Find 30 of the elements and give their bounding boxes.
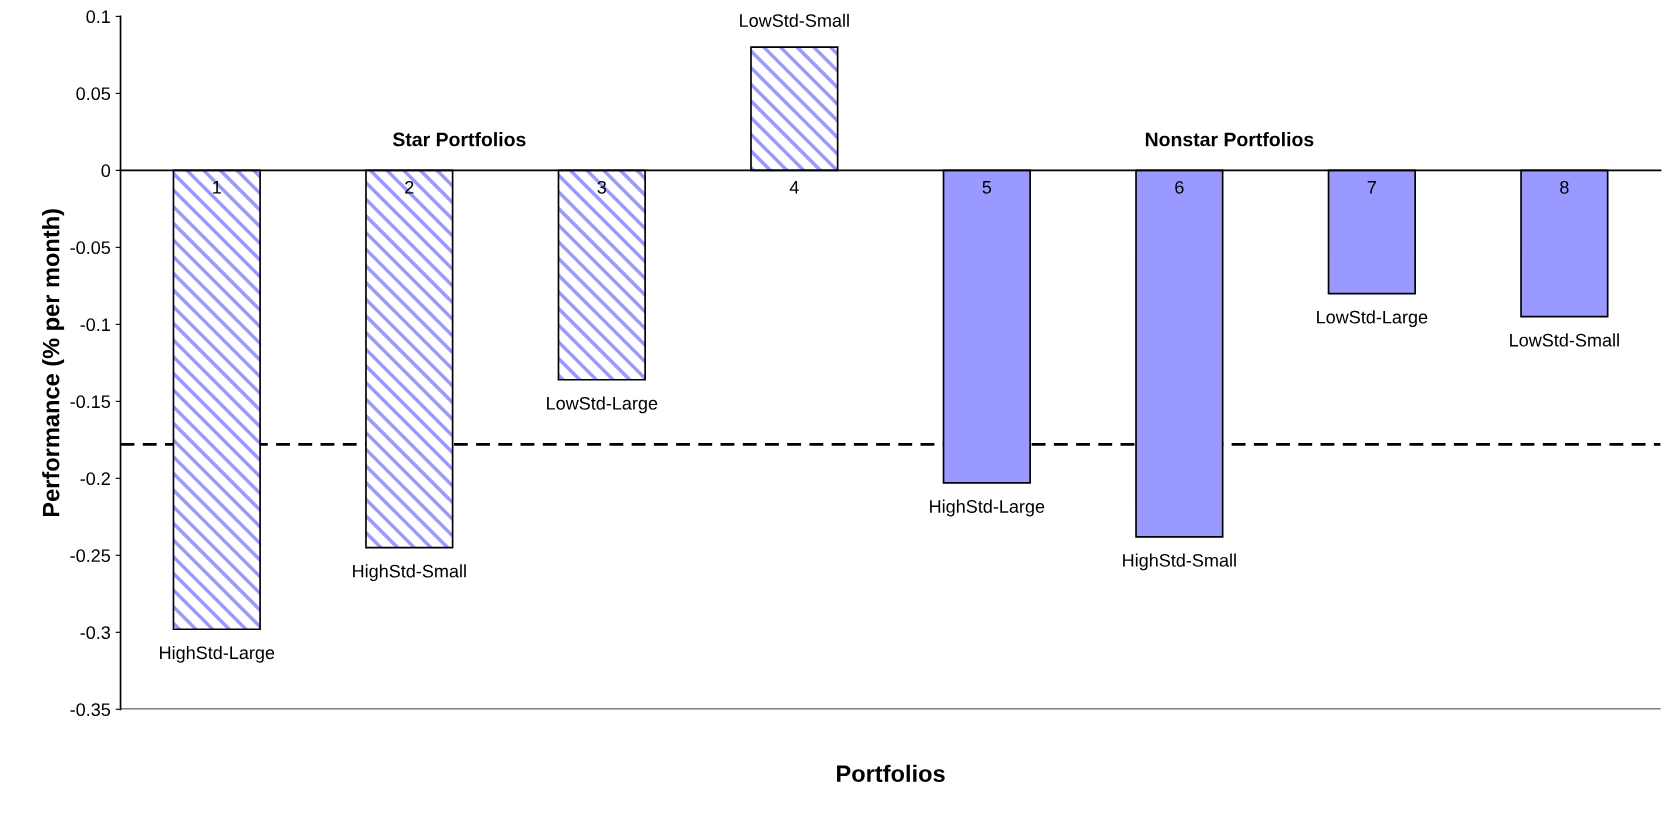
x-tick-label: 4	[789, 181, 799, 194]
x-tick-label: 1	[213, 181, 221, 194]
y-tick-label: -0.05	[70, 241, 111, 255]
annotation: HighStd-Small	[353, 564, 466, 582]
y-tick-label: -0.15	[70, 395, 111, 409]
x-tick-label: 6	[1175, 180, 1184, 194]
y-tick-label: 0.1	[86, 10, 110, 24]
annotation: HighStd-Large	[160, 645, 275, 663]
x-tick-label: 7	[1367, 181, 1376, 194]
annotation: Nonstar Portfolios	[1145, 132, 1314, 147]
x-tick-label: 2	[405, 180, 414, 194]
y-axis-title: Performance (% per month)	[42, 209, 65, 517]
x-tick-label: 8	[1560, 180, 1569, 194]
annotation: LowStd-Small	[1510, 333, 1619, 347]
x-axis-title: Portfolios	[837, 764, 945, 783]
y-tick-label: 0.05	[76, 87, 111, 101]
x-tick-label: 3	[597, 180, 607, 194]
annotation: LowStd-Large	[1317, 310, 1428, 328]
annotation: HighStd-Small	[1123, 553, 1236, 571]
y-tick-label: -0.1	[80, 318, 110, 332]
y-tick-label: -0.3	[80, 626, 111, 640]
y-tick-label: -0.25	[70, 549, 111, 563]
y-tick-label: -0.35	[70, 703, 111, 717]
x-tick-label: 5	[982, 181, 992, 194]
annotation: Star Portfolios	[392, 132, 526, 147]
annotation: HighStd-Large	[930, 499, 1045, 517]
annotation: LowStd-Small	[740, 13, 849, 27]
annotation: LowStd-Large	[547, 396, 658, 414]
y-tick-label: 0	[101, 164, 111, 178]
y-tick-label: -0.2	[80, 472, 110, 486]
